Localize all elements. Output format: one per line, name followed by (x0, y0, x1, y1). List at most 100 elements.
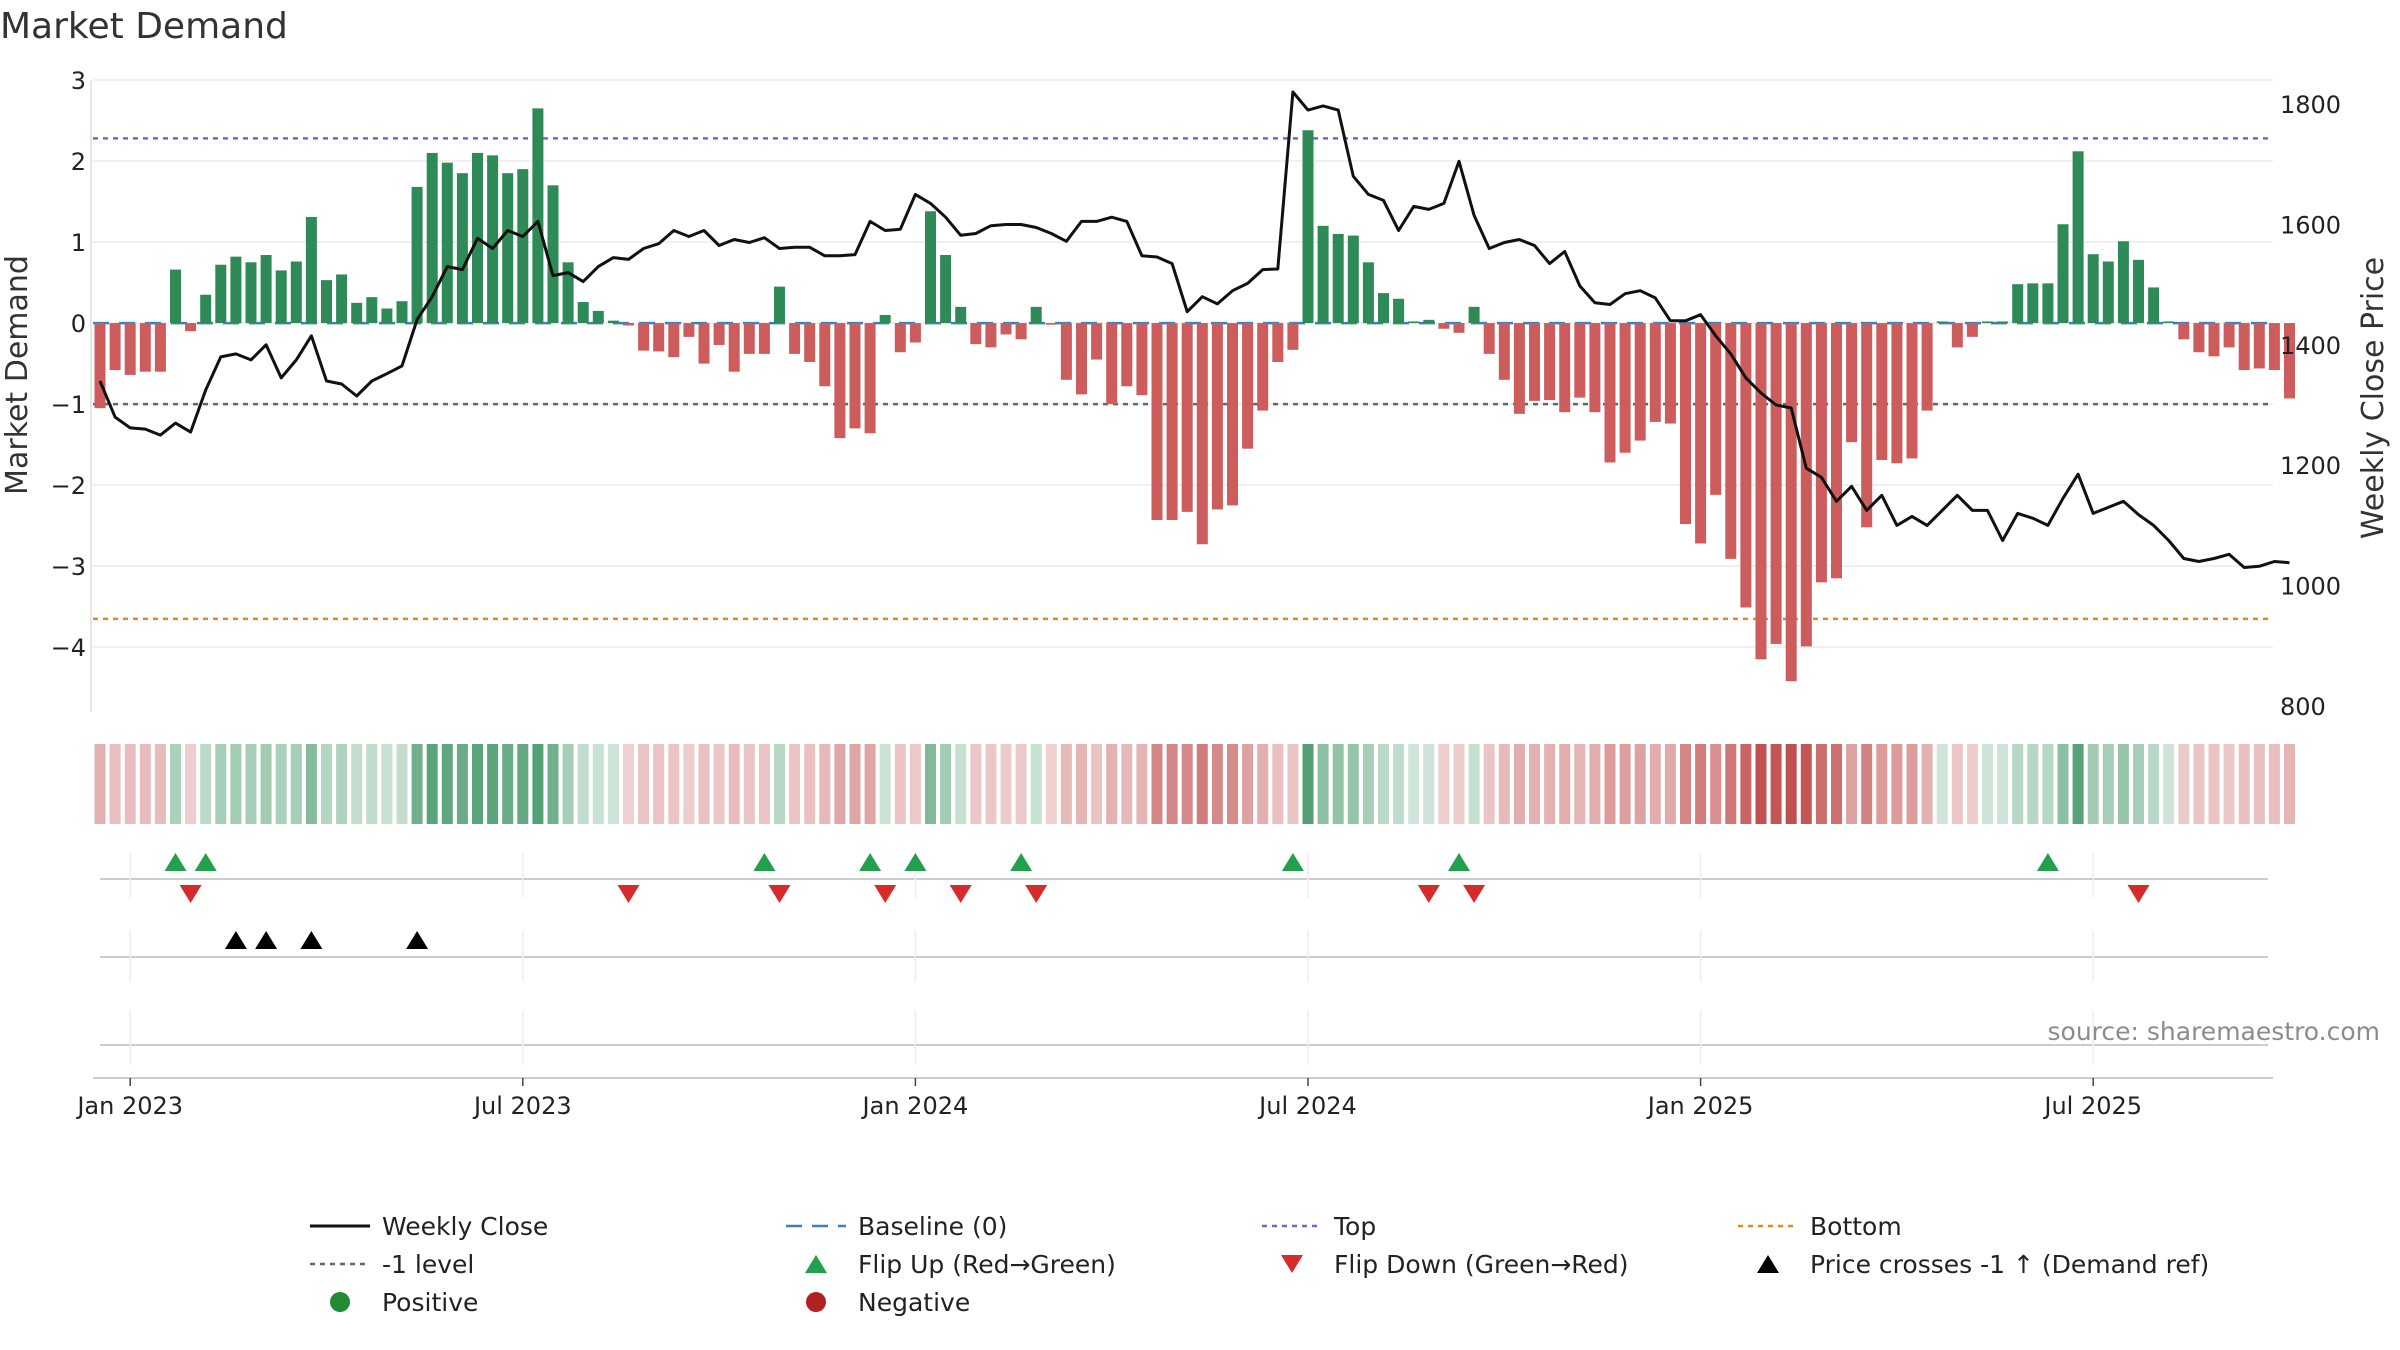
heat-cell (1151, 744, 1163, 824)
heat-cell (577, 744, 589, 824)
demand-bar (124, 323, 136, 375)
demand-bar (1453, 323, 1465, 333)
legend-label: -1 level (382, 1250, 474, 1279)
heat-cell (1936, 744, 1948, 824)
main-panel: 3 2 1 0 −1 −2 −3 −4 1800 1600 1400 1200 1000 800 (51, 67, 2341, 721)
heat-cell (1196, 744, 1208, 824)
demand-bar (1196, 323, 1208, 545)
demand-bar (1649, 323, 1661, 422)
legend-item-flip-down: Flip Down (Green→Red) (1281, 1250, 1629, 1279)
demand-bar (2012, 284, 2024, 324)
heat-cell (1060, 744, 1072, 824)
flip-down-marker (874, 885, 897, 903)
demand-bar (683, 323, 695, 337)
demand-bar (381, 308, 393, 324)
heat-cell (2178, 744, 2190, 824)
demand-bar (1619, 323, 1631, 453)
legend-label: Top (1333, 1212, 1376, 1241)
demand-bar (1438, 323, 1450, 329)
demand-bar (774, 286, 785, 324)
demand-bar (2027, 283, 2039, 324)
heat-cell (985, 744, 997, 824)
demand-bar (260, 255, 272, 324)
demand-bar (1559, 323, 1571, 413)
left-tick-label: 2 (71, 148, 86, 176)
demand-bar (1861, 323, 1873, 528)
right-tick-label: 1000 (2280, 573, 2341, 601)
demand-bar (1362, 262, 1374, 324)
legend-swatch-down (1281, 1255, 1303, 1273)
heat-cell (698, 744, 710, 824)
left-axis-ticks: 3 2 1 0 −1 −2 −3 −4 (51, 67, 86, 662)
flip-up-marker (753, 853, 776, 871)
heat-cell (2148, 744, 2160, 824)
heat-cell (592, 744, 604, 824)
demand-bar (1604, 323, 1616, 463)
heat-cell (154, 744, 166, 824)
price-cross-marker (300, 931, 323, 949)
left-tick-label: −1 (51, 391, 86, 419)
legend-label: Flip Up (Red→Green) (858, 1250, 1116, 1279)
legend-swatch-up (1757, 1255, 1779, 1273)
legend-label: Weekly Close (382, 1212, 548, 1241)
demand-bar (1015, 323, 1027, 340)
demand-bar (1257, 323, 1269, 411)
demand-bar (1740, 323, 1752, 608)
heat-cell (426, 744, 438, 824)
source-label: source: sharemaestro.com (2048, 1017, 2381, 1046)
heat-cell (1544, 744, 1556, 824)
signal-markers (164, 853, 2150, 949)
heat-cell (1680, 744, 1691, 824)
demand-bar (305, 216, 317, 324)
heat-cell (1559, 744, 1571, 824)
legend-item-minus-one: -1 level (310, 1250, 474, 1279)
flip-up-marker (1281, 853, 1304, 871)
demand-bar (215, 264, 227, 324)
heat-cell (2102, 744, 2114, 824)
heat-cell (894, 744, 906, 824)
demand-bar (502, 173, 514, 324)
demand-bars (94, 108, 2295, 682)
legend: Weekly Close Baseline (0) Top Bottom -1 leve… (310, 1212, 2209, 1317)
demand-bar (185, 323, 197, 332)
demand-bar (1091, 323, 1103, 360)
demand-bar (653, 323, 665, 352)
demand-bar (728, 323, 740, 372)
demand-bar (1317, 225, 1329, 324)
legend-item-negative: Negative (806, 1288, 970, 1317)
flip-up-marker (2036, 853, 2059, 871)
demand-bar (1951, 323, 1963, 348)
demand-bar (1529, 323, 1540, 401)
demand-bar (547, 185, 559, 324)
demand-bar (879, 314, 891, 324)
demand-bar (426, 152, 438, 324)
demand-bar (109, 323, 121, 371)
demand-bar (200, 294, 212, 324)
demand-bar (1030, 306, 1042, 324)
demand-bar (366, 297, 378, 324)
heat-cell (411, 744, 423, 824)
demand-bar (1876, 323, 1888, 461)
flip-up-marker (1448, 853, 1470, 871)
demand-bar (2072, 151, 2084, 324)
heat-cell (1498, 744, 1510, 824)
left-tick-label: 1 (71, 229, 86, 257)
heat-cell (1362, 744, 1374, 824)
demand-bar (2042, 283, 2054, 324)
left-axis-title: Market Demand (0, 255, 35, 495)
heat-cell (366, 744, 378, 824)
demand-bar (1408, 321, 1420, 324)
demand-bar (1136, 323, 1148, 396)
heat-cell (758, 744, 770, 824)
heat-cell (819, 744, 831, 824)
heat-cell (1045, 744, 1057, 824)
right-tick-label: 1400 (2280, 332, 2341, 360)
demand-bar (743, 323, 755, 354)
heat-cell (955, 744, 967, 824)
heat-cell (713, 744, 725, 824)
heat-cell (1951, 744, 1963, 824)
demand-bar (2284, 323, 2295, 399)
demand-bar (1483, 323, 1495, 354)
heat-cell (1876, 744, 1888, 824)
left-tick-label: −4 (51, 634, 86, 662)
